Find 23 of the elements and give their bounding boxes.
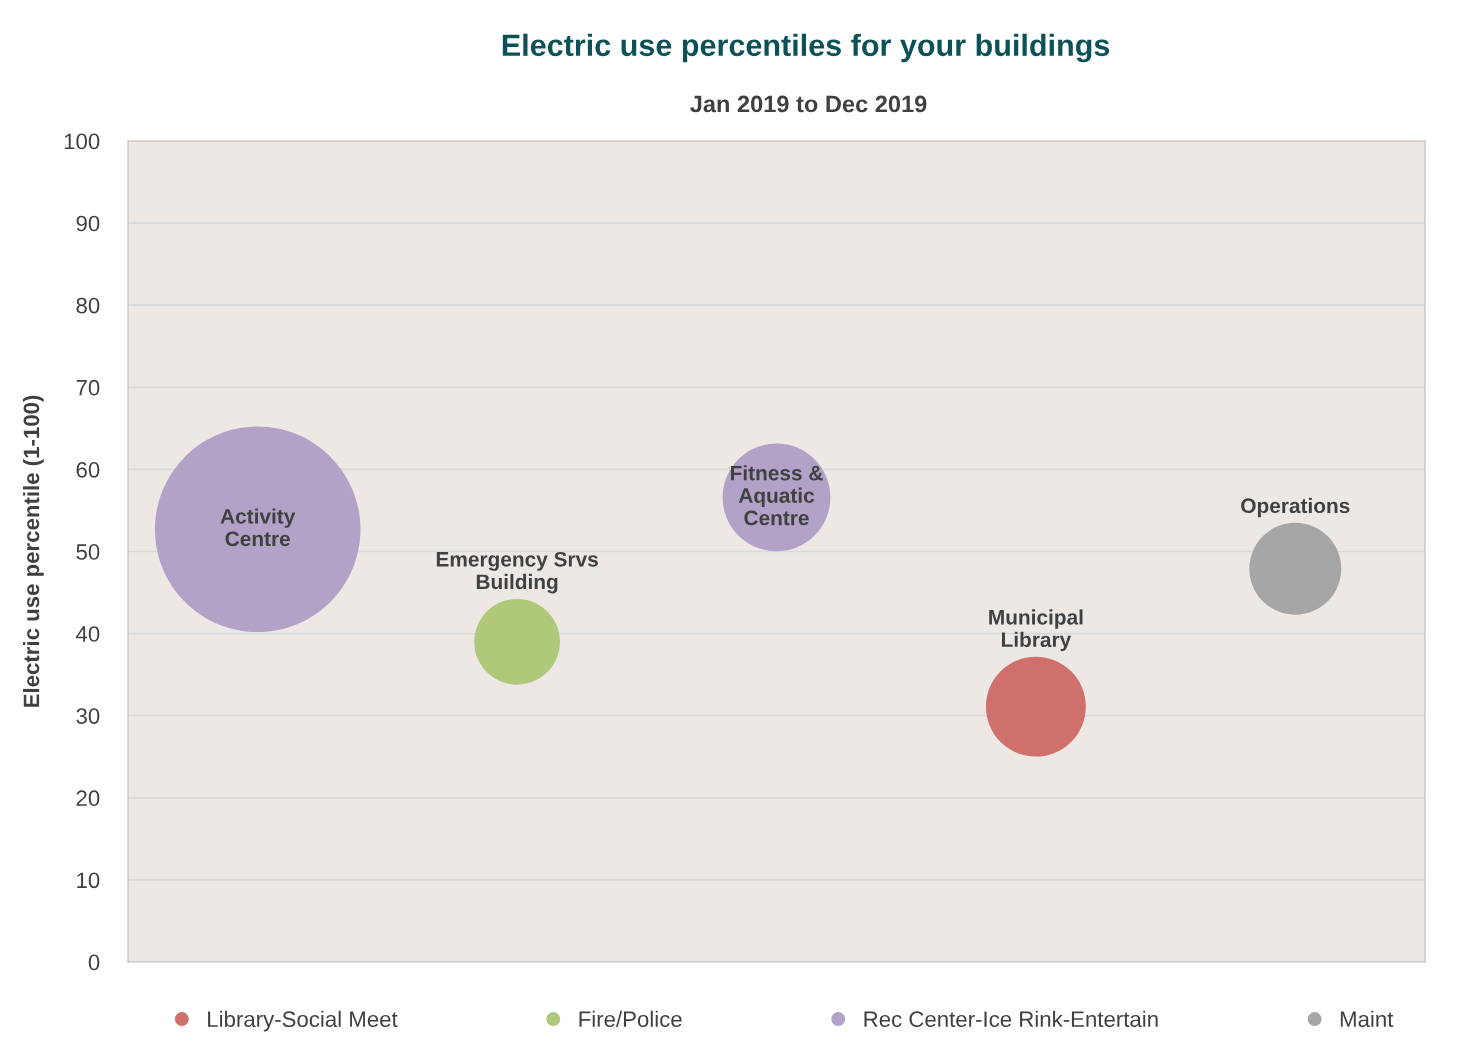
legend-label: Fire/Police bbox=[579, 1010, 682, 1028]
y-tick-label: 70 bbox=[76, 379, 100, 396]
y-tick-label: 40 bbox=[76, 626, 100, 642]
data-label: Municipal Library bbox=[989, 609, 1083, 652]
chart-subtitle: Jan 2019 to Dec 2019 bbox=[690, 95, 927, 113]
data-label: Emergency Srvs Building bbox=[436, 551, 598, 594]
data-label: Fitness & Aquatic Centre bbox=[731, 465, 823, 526]
legend-label: Library-Social Meet bbox=[208, 1010, 398, 1032]
y-tick-label: 0 bbox=[88, 954, 100, 971]
legend-label: Rec Center-Ice Rink-Entertain bbox=[864, 1010, 1158, 1028]
y-tick-label: 80 bbox=[76, 297, 100, 314]
data-label: Activity Centre bbox=[220, 508, 296, 547]
legend-label: Maint bbox=[1340, 1010, 1394, 1028]
y-tick-label: 30 bbox=[76, 708, 100, 724]
y-tick-label: 60 bbox=[76, 461, 100, 478]
chart-title: Electric use percentiles for your buildings bbox=[502, 33, 1110, 63]
y-tick-label: 90 bbox=[76, 215, 100, 232]
y-axis-title: Electric use percentile (1-100) bbox=[22, 395, 44, 707]
y-tick-label: 10 bbox=[77, 872, 100, 889]
y-tick-label: 100 bbox=[64, 133, 100, 150]
y-tick-label: 50 bbox=[76, 544, 100, 560]
data-label: Operations bbox=[1241, 497, 1350, 518]
y-tick-label: 20 bbox=[76, 790, 100, 807]
